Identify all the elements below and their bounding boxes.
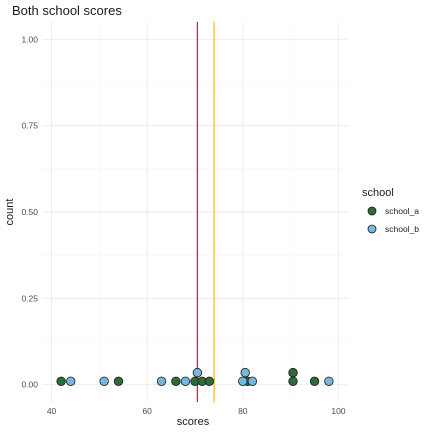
data-point-school_a [288,376,298,386]
chart-title: Both school scores [12,3,122,18]
data-point-school_b [156,376,167,386]
data-point-school_a [171,376,181,386]
data-point-school_b [324,376,334,386]
legend: school school_a school_b [362,187,419,234]
y-axis-title: count [4,199,16,226]
data-point-school_b [240,367,250,378]
x-tick-label: 100 [331,406,345,416]
data-point-school_b [238,376,248,386]
data-point-school_b [65,376,76,386]
x-tick-label: 80 [238,406,248,416]
x-tick-label: 40 [47,406,57,416]
legend-title: school [362,187,394,199]
data-point-school_a [56,376,66,386]
data-point-school_a [204,376,215,386]
data-point-school_a [288,367,298,378]
y-tick-label: 0.50 [21,207,38,217]
x-axis-title: scores [177,416,210,428]
legend-label-school_a: school_a [385,206,419,216]
legend-label-school_b: school_b [385,224,419,234]
x-axis-ticks: 40 60 80 100 [47,406,346,416]
y-axis-ticks: 0.00 0.25 0.50 0.75 1.00 [21,34,38,389]
grid [42,22,348,402]
data-point-school_a [309,376,320,386]
x-tick-label: 60 [142,406,152,416]
legend-key-school_b [367,224,377,234]
data-point-school_b [247,376,258,386]
legend-key-school_a [367,206,377,216]
y-tick-label: 0.75 [21,121,38,131]
data-point-school_b [180,376,191,386]
data-point-school_b [192,367,203,378]
data-point-school_a [113,376,124,386]
y-tick-label: 0.25 [21,293,38,303]
data-points [56,367,334,386]
data-point-school_b [99,376,109,386]
y-tick-label: 1.00 [21,34,38,44]
y-tick-label: 0.00 [21,380,38,390]
reference-lines [196,22,215,402]
